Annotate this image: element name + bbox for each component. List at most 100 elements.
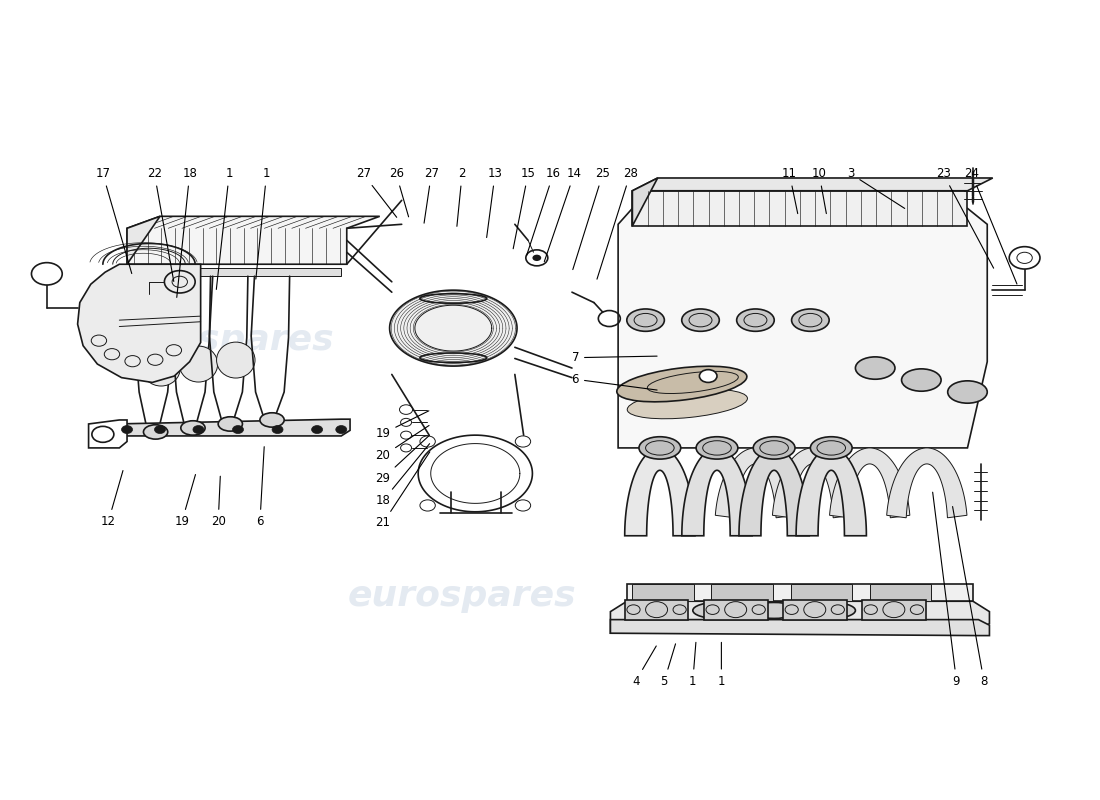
Polygon shape bbox=[126, 216, 380, 264]
Text: 20: 20 bbox=[211, 476, 226, 528]
Polygon shape bbox=[625, 448, 695, 536]
Ellipse shape bbox=[217, 342, 255, 378]
Polygon shape bbox=[704, 600, 768, 620]
Ellipse shape bbox=[627, 309, 664, 331]
Ellipse shape bbox=[627, 390, 747, 418]
Text: 22: 22 bbox=[147, 167, 174, 282]
Polygon shape bbox=[783, 600, 847, 620]
Circle shape bbox=[272, 426, 283, 434]
Polygon shape bbox=[796, 448, 867, 536]
Text: eurospares: eurospares bbox=[623, 323, 851, 357]
Polygon shape bbox=[78, 264, 200, 382]
Polygon shape bbox=[739, 448, 810, 536]
Text: 8: 8 bbox=[953, 506, 988, 688]
Polygon shape bbox=[618, 208, 987, 448]
Circle shape bbox=[336, 426, 346, 434]
Polygon shape bbox=[870, 584, 932, 602]
Text: 26: 26 bbox=[388, 167, 408, 217]
Text: 24: 24 bbox=[965, 167, 1018, 284]
Text: 21: 21 bbox=[375, 452, 430, 530]
Polygon shape bbox=[632, 178, 658, 226]
Ellipse shape bbox=[180, 421, 205, 435]
Text: 1: 1 bbox=[717, 642, 725, 688]
Polygon shape bbox=[389, 290, 517, 366]
Circle shape bbox=[154, 426, 165, 434]
Polygon shape bbox=[887, 448, 967, 518]
Polygon shape bbox=[632, 190, 968, 226]
Ellipse shape bbox=[260, 413, 284, 427]
Text: 6: 6 bbox=[572, 373, 657, 390]
Text: 3: 3 bbox=[847, 167, 904, 209]
Polygon shape bbox=[712, 584, 773, 602]
Ellipse shape bbox=[179, 346, 218, 382]
Circle shape bbox=[232, 426, 243, 434]
Text: 27: 27 bbox=[424, 167, 439, 223]
Polygon shape bbox=[632, 584, 694, 602]
Text: 23: 23 bbox=[936, 167, 993, 268]
Polygon shape bbox=[829, 448, 910, 518]
Ellipse shape bbox=[143, 425, 167, 439]
Ellipse shape bbox=[636, 602, 684, 618]
Ellipse shape bbox=[811, 437, 852, 459]
Text: 14: 14 bbox=[544, 167, 582, 262]
Text: 13: 13 bbox=[486, 167, 503, 238]
Polygon shape bbox=[126, 216, 160, 264]
Polygon shape bbox=[632, 178, 992, 190]
Text: 9: 9 bbox=[933, 492, 960, 688]
Polygon shape bbox=[89, 420, 127, 448]
Text: 27: 27 bbox=[355, 167, 397, 218]
Text: 11: 11 bbox=[782, 167, 797, 214]
Text: 18: 18 bbox=[375, 444, 430, 507]
Circle shape bbox=[192, 426, 204, 434]
Ellipse shape bbox=[218, 417, 242, 431]
Text: 15: 15 bbox=[514, 167, 536, 249]
Ellipse shape bbox=[948, 381, 987, 403]
Ellipse shape bbox=[754, 437, 795, 459]
Text: 5: 5 bbox=[661, 644, 675, 688]
Ellipse shape bbox=[639, 437, 681, 459]
Text: 19: 19 bbox=[175, 474, 196, 528]
Circle shape bbox=[311, 426, 322, 434]
Text: 1: 1 bbox=[689, 642, 696, 688]
Ellipse shape bbox=[902, 369, 942, 391]
Ellipse shape bbox=[737, 309, 774, 331]
Ellipse shape bbox=[682, 309, 719, 331]
Ellipse shape bbox=[696, 437, 738, 459]
Text: eurospares: eurospares bbox=[744, 578, 972, 613]
Polygon shape bbox=[772, 448, 852, 518]
Text: 4: 4 bbox=[631, 646, 657, 688]
Polygon shape bbox=[610, 620, 989, 635]
Circle shape bbox=[1009, 246, 1040, 269]
Ellipse shape bbox=[617, 366, 747, 402]
Text: 28: 28 bbox=[597, 167, 638, 279]
Polygon shape bbox=[715, 448, 795, 518]
Ellipse shape bbox=[142, 350, 180, 386]
Circle shape bbox=[121, 426, 132, 434]
Text: eurospares: eurospares bbox=[348, 578, 576, 613]
Text: 7: 7 bbox=[572, 351, 657, 364]
Text: 16: 16 bbox=[527, 167, 561, 255]
Polygon shape bbox=[116, 419, 350, 436]
Text: 12: 12 bbox=[101, 470, 123, 528]
Text: 19: 19 bbox=[375, 411, 429, 440]
Ellipse shape bbox=[693, 602, 741, 618]
Polygon shape bbox=[862, 600, 926, 620]
Text: 6: 6 bbox=[256, 446, 264, 528]
Ellipse shape bbox=[856, 357, 895, 379]
Text: 18: 18 bbox=[177, 167, 197, 298]
Polygon shape bbox=[625, 600, 689, 620]
Text: 1: 1 bbox=[217, 167, 233, 290]
Text: 10: 10 bbox=[812, 167, 826, 214]
Text: eurospares: eurospares bbox=[106, 323, 334, 357]
Ellipse shape bbox=[807, 602, 856, 618]
Polygon shape bbox=[418, 435, 532, 512]
Circle shape bbox=[700, 370, 717, 382]
Polygon shape bbox=[610, 602, 989, 633]
Polygon shape bbox=[627, 584, 974, 602]
Text: 29: 29 bbox=[375, 435, 429, 485]
Polygon shape bbox=[682, 448, 752, 536]
Ellipse shape bbox=[792, 309, 829, 331]
Polygon shape bbox=[791, 584, 852, 602]
Text: 20: 20 bbox=[375, 426, 429, 462]
Polygon shape bbox=[130, 268, 341, 276]
